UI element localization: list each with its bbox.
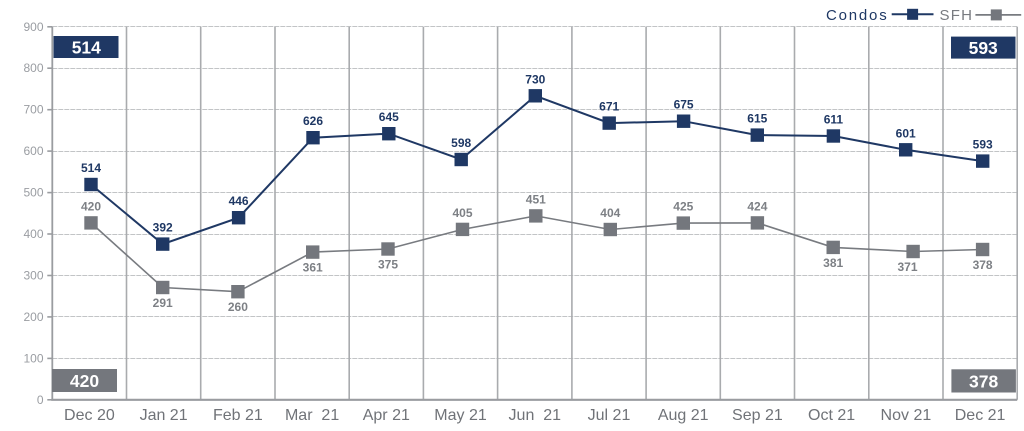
svg-text:Condos: Condos [826,7,889,24]
svg-text:Jul 21: Jul 21 [588,407,631,424]
svg-text:SFH: SFH [940,7,974,24]
svg-text:Mar 21: Mar 21 [285,407,339,424]
svg-text:420: 420 [81,199,101,213]
svg-text:446: 446 [229,194,249,208]
svg-text:500: 500 [23,186,43,200]
svg-text:598: 598 [451,136,471,150]
svg-text:593: 593 [969,38,998,58]
svg-text:Apr 21: Apr 21 [363,407,410,424]
svg-text:675: 675 [674,98,694,112]
svg-text:371: 371 [897,260,917,274]
svg-text:404: 404 [600,206,620,220]
svg-text:100: 100 [23,351,43,365]
svg-text:730: 730 [525,72,545,86]
svg-text:Sep 21: Sep 21 [732,407,783,424]
svg-text:400: 400 [23,227,43,241]
svg-text:700: 700 [23,103,43,117]
svg-text:615: 615 [747,112,767,126]
svg-text:375: 375 [378,258,398,272]
svg-text:Aug 21: Aug 21 [658,407,709,424]
svg-text:291: 291 [153,296,173,310]
svg-text:900: 900 [23,20,43,34]
svg-text:Dec 21: Dec 21 [955,407,1006,424]
svg-text:514: 514 [72,38,101,58]
svg-text:Jun 21: Jun 21 [509,407,562,424]
svg-text:260: 260 [228,300,248,314]
svg-text:601: 601 [896,126,916,140]
svg-text:671: 671 [599,100,619,114]
svg-text:645: 645 [379,110,399,124]
svg-text:Nov 21: Nov 21 [881,407,932,424]
svg-text:405: 405 [452,206,472,220]
svg-text:300: 300 [23,269,43,283]
svg-text:May 21: May 21 [434,407,487,424]
svg-text:Feb 21: Feb 21 [213,407,263,424]
svg-text:451: 451 [526,192,546,206]
svg-text:Jan 21: Jan 21 [140,407,188,424]
svg-text:593: 593 [973,138,993,152]
svg-text:420: 420 [70,371,99,391]
svg-text:392: 392 [153,221,173,235]
svg-text:800: 800 [23,61,43,75]
svg-text:600: 600 [23,144,43,158]
svg-text:424: 424 [747,199,767,213]
svg-text:378: 378 [969,371,998,391]
svg-text:626: 626 [303,114,323,128]
svg-text:Oct 21: Oct 21 [808,407,855,424]
svg-text:611: 611 [824,113,844,127]
svg-text:378: 378 [973,258,993,272]
svg-text:514: 514 [81,161,101,175]
svg-text:200: 200 [23,310,43,324]
svg-text:361: 361 [303,261,323,275]
svg-text:0: 0 [37,393,44,407]
svg-text:425: 425 [673,200,693,214]
svg-text:Dec 20: Dec 20 [64,407,115,424]
svg-text:381: 381 [823,256,843,270]
